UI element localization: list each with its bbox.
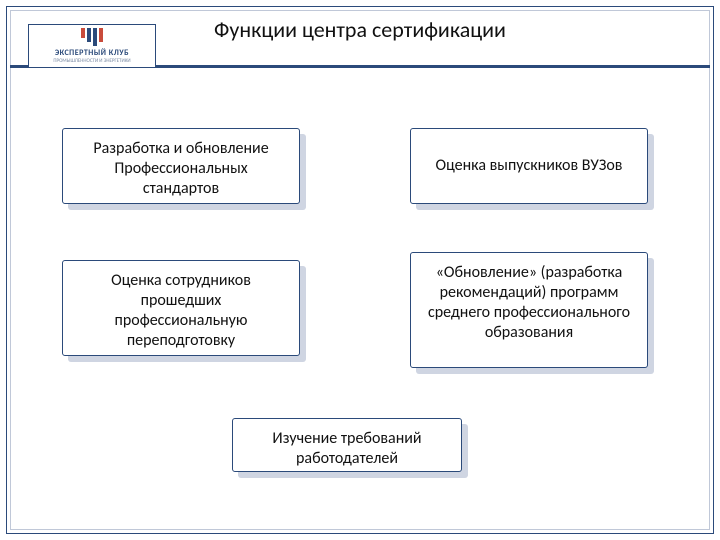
box-program-update: «Обновление» (разработка рекомендаций) п… [410, 252, 648, 368]
box-employer-reqs: Изучение требований работодателей [232, 418, 462, 472]
logo-line1: ЭКСПЕРТНЫЙ КЛУБ [55, 48, 129, 58]
logo-line2: ПРОМЫШЛЕННОСТИ И ЭНЕРГЕТИКИ [53, 58, 130, 64]
box-graduates-eval: Оценка выпускников ВУЗов [410, 128, 648, 204]
page-title: Функции центра сертификации [0, 16, 720, 43]
box-standards-dev: Разработка и обновление Профессиональных… [62, 128, 300, 204]
box-staff-eval: Оценка сотрудников прошедших профессиона… [62, 260, 300, 356]
